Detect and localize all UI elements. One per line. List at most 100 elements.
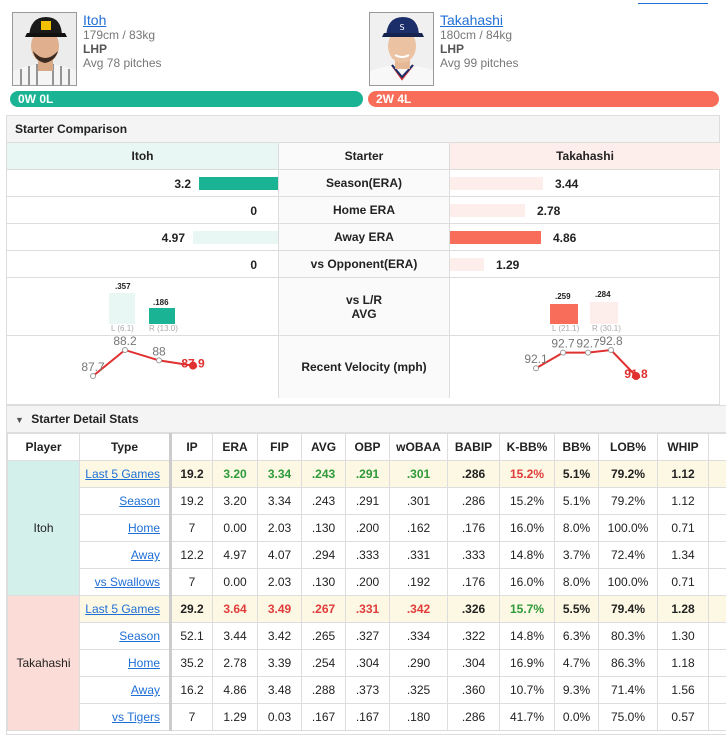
split-type-link[interactable]: Home: [127, 521, 160, 535]
player-name-cell: Itoh: [7, 460, 80, 596]
stat-cell: 7: [708, 487, 726, 515]
split-type-link[interactable]: vs Tigers: [111, 710, 160, 724]
comparison-right-bar: [450, 258, 484, 271]
stat-cell: 7: [708, 541, 726, 569]
comparison-right-bar: [450, 204, 525, 217]
velocity-point: [122, 347, 128, 353]
stat-cell: 3.20: [212, 487, 258, 515]
detail-title-bar[interactable]: ▼ Starter Detail Stats: [7, 406, 726, 433]
column-header[interactable]: WHIP: [657, 433, 709, 461]
stat-cell: 1: [708, 703, 726, 731]
stat-cell: 15.2%: [499, 487, 555, 515]
column-header[interactable]: Type: [79, 433, 171, 461]
stat-cell: .342: [389, 595, 448, 623]
stat-cell: .243: [301, 460, 346, 488]
top-link[interactable]: [638, 0, 708, 4]
stat-cell: 4.07: [257, 541, 302, 569]
velocity-line: [92, 348, 194, 377]
stat-cell: 15.2%: [499, 460, 555, 488]
stat-cell: 1.56: [657, 676, 709, 704]
column-header[interactable]: BABIP: [447, 433, 500, 461]
stat-cell: 3.39: [257, 649, 302, 677]
home-pitcher-name[interactable]: Itoh: [83, 12, 107, 28]
collapse-caret-icon[interactable]: ▼: [15, 415, 24, 425]
stat-cell: .288: [301, 676, 346, 704]
comparison-right-value: 1.29: [496, 258, 520, 272]
stat-cell: .286: [447, 703, 500, 731]
stat-cell: 79.2%: [598, 487, 658, 515]
stat-cell: 3.42: [257, 622, 302, 650]
velocity-point: [608, 347, 614, 353]
starter-detail-stats: ▼ Starter Detail Stats Player Type IP ERA FI…: [6, 405, 726, 735]
column-header[interactable]: AVG: [301, 433, 346, 461]
stat-cell: 1.12: [657, 460, 709, 488]
stat-cell: .267: [301, 595, 346, 623]
column-header[interactable]: ERA: [212, 433, 258, 461]
column-header[interactable]: wOBAA: [389, 433, 448, 461]
split-type-link[interactable]: Season: [119, 629, 160, 643]
starter-comparison: Starter Comparison Itoh Starter Takahash…: [6, 115, 720, 405]
table-row: Home 35.2 2.78 3.39.254.304.290.304 16.9% 4.7…: [8, 649, 726, 677]
stat-cell: 0.00: [212, 568, 258, 596]
stat-cell: .243: [301, 487, 346, 515]
matchup-header: Itoh 179cm / 83kg LHP Avg 78 pitches S T…: [0, 0, 726, 112]
stat-cell: 17: [708, 622, 726, 650]
table-row: vs Tigers 7 1.29 0.03.167.167.180.286 41.7% 0…: [8, 703, 726, 731]
stat-cell: 16.0%: [499, 568, 555, 596]
split-type-link[interactable]: Away: [130, 683, 160, 697]
column-header[interactable]: OBP: [345, 433, 390, 461]
lr-left-l-bar: [109, 293, 135, 324]
velocity-point: [90, 373, 96, 379]
column-header[interactable]: FIP: [257, 433, 302, 461]
comparison-row-label: Home ERA: [278, 197, 450, 223]
split-type-cell: Season: [79, 622, 171, 650]
stat-cell: 16.2: [169, 676, 213, 704]
column-header[interactable]: EL: [708, 433, 726, 461]
column-header[interactable]: LOB%: [598, 433, 658, 461]
split-type-link[interactable]: Last 5 Games: [85, 467, 160, 481]
column-header[interactable]: Player: [7, 433, 80, 461]
comparison-row: 3.2 Season(ERA) 3.44: [7, 170, 719, 197]
stat-cell: .291: [345, 460, 390, 488]
split-type-link[interactable]: Home: [127, 656, 160, 670]
column-header[interactable]: IP: [169, 433, 213, 461]
stat-cell: .167: [301, 703, 346, 731]
split-type-link[interactable]: Season: [119, 494, 160, 508]
split-type-cell: Season: [79, 487, 171, 515]
stat-cell: 5.1%: [554, 487, 599, 515]
split-type-link[interactable]: vs Swallows: [94, 575, 160, 589]
stat-cell: 79.2%: [598, 460, 658, 488]
stat-cell: 14.8%: [499, 541, 555, 569]
column-header[interactable]: BB%: [554, 433, 599, 461]
split-type-cell: Home: [79, 649, 171, 677]
stat-cell: 3.49: [257, 595, 302, 623]
velocity-label-text: 87.9: [181, 357, 205, 371]
comparison-title: Starter Comparison: [7, 116, 719, 143]
comparison-head-right: Takahashi: [450, 143, 720, 169]
split-type-link[interactable]: Away: [130, 548, 160, 562]
stat-cell: 100.0%: [598, 568, 658, 596]
comparison-right-cell: 2.78: [450, 197, 720, 223]
stat-cell: .130: [301, 514, 346, 542]
stat-cell: 100.0%: [598, 514, 658, 542]
stat-cell: .176: [447, 568, 500, 596]
stat-cell: .360: [447, 676, 500, 704]
velocity-label-text: 92.7: [576, 337, 600, 351]
stat-cell: 0: [708, 514, 726, 542]
away-pitcher-name[interactable]: Takahashi: [440, 12, 504, 28]
velocity-label-text: 92.7: [551, 337, 575, 351]
comparison-right-cell: 4.86: [450, 224, 720, 250]
stat-cell: .286: [447, 460, 500, 488]
column-header[interactable]: K-BB%: [499, 433, 555, 461]
player-name-cell: Takahashi: [7, 595, 80, 731]
comparison-left-value: 0: [250, 204, 257, 218]
comparison-velocity-row: 87.7 88.2 88 87.9 Recent Velocity (mph) 92.…: [7, 334, 719, 398]
stat-cell: 29.2: [169, 595, 213, 623]
split-type-link[interactable]: Last 5 Games: [85, 602, 160, 616]
lr-left-r-value: .186: [153, 298, 169, 307]
stat-cell: .301: [389, 487, 448, 515]
stat-cell: 3.34: [257, 487, 302, 515]
stat-cell: .327: [345, 622, 390, 650]
stat-cell: 79.4%: [598, 595, 658, 623]
comparison-right-cell: 1.29: [450, 251, 720, 277]
